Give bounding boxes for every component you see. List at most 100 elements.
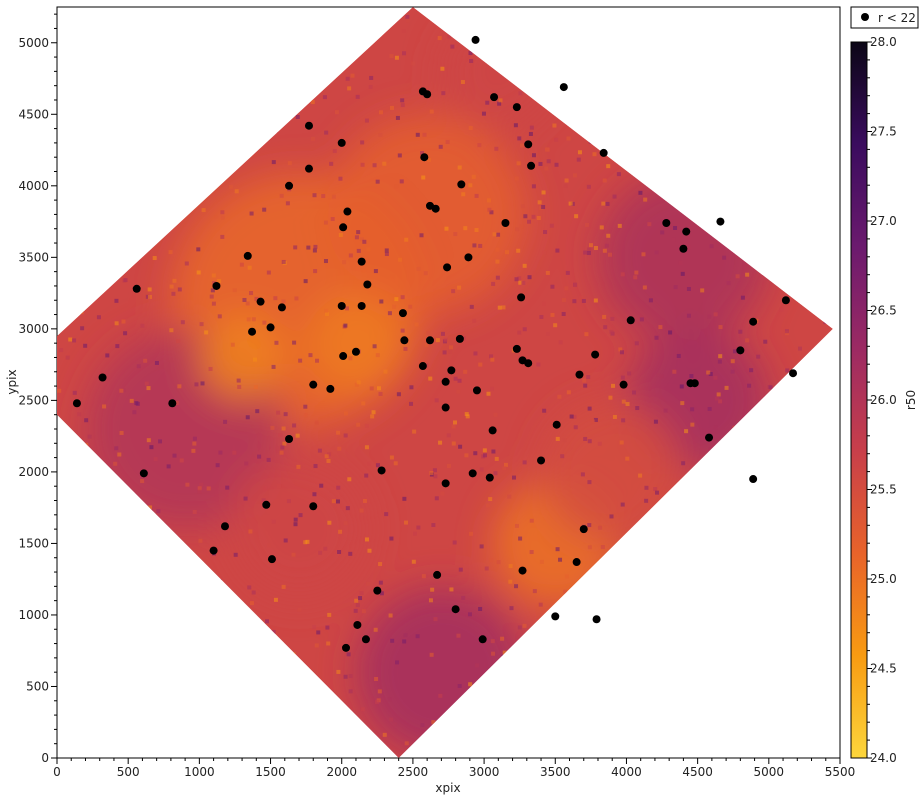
data-point (304, 164, 313, 173)
heatmap-pixel (146, 386, 151, 391)
heatmap-pixel (395, 660, 400, 665)
heatmap-pixel (362, 498, 367, 503)
data-point (361, 635, 370, 644)
heatmap-pixel (312, 625, 317, 630)
heatmap-pixel (498, 98, 503, 103)
heatmap-pixel (225, 485, 230, 490)
heatmap-patch (541, 400, 684, 544)
heatmap-pixel (343, 521, 348, 526)
heatmap-pixel (446, 463, 451, 468)
heatmap-pixel (415, 132, 420, 137)
colorbar-label: r50 (904, 390, 918, 410)
heatmap-pixel (217, 314, 222, 319)
heatmap-pixel (169, 284, 174, 289)
heatmap-pixel (344, 306, 349, 311)
heatmap-pixel (517, 276, 522, 281)
heatmap-pixel (192, 436, 197, 441)
heatmap-pixel (255, 409, 260, 414)
heatmap-pixel (408, 304, 413, 309)
heatmap-pixel (550, 312, 555, 317)
heatmap-pixel (598, 525, 603, 530)
heatmap-pixel (211, 301, 216, 306)
heatmap-pixel (593, 246, 598, 251)
heatmap-pixel (508, 564, 513, 569)
heatmap-pixel (359, 237, 364, 242)
heatmap-pixel (262, 320, 267, 325)
heatmap-pixel (298, 513, 303, 518)
heatmap-pixel (194, 382, 199, 387)
heatmap-pixel (266, 543, 271, 548)
data-point (304, 121, 313, 130)
heatmap-pixel (451, 289, 456, 294)
data-point (220, 522, 229, 531)
heatmap-pixel (427, 157, 432, 162)
data-point (559, 83, 568, 92)
heatmap-pixel (355, 94, 360, 99)
heatmap-pixel (564, 178, 569, 183)
heatmap-pixel (251, 317, 256, 322)
heatmap-pixel (201, 208, 206, 213)
heatmap-pixel (324, 130, 329, 135)
heatmap-pixel (497, 305, 502, 310)
data-point (243, 251, 252, 260)
heatmap-pixel (474, 193, 479, 198)
heatmap-pixel (119, 388, 124, 393)
heatmap-pixel (359, 591, 364, 596)
heatmap-pixel (370, 414, 375, 419)
colorbar-tick-label: 26.5 (870, 304, 897, 318)
heatmap-pixel (565, 270, 570, 275)
heatmap-pixel (717, 359, 722, 364)
heatmap-pixel (572, 173, 577, 178)
data-point (716, 217, 725, 226)
heatmap-pixel (768, 385, 773, 390)
heatmap-pixel (586, 184, 591, 189)
heatmap-pixel (431, 720, 436, 725)
heatmap-pixel (577, 150, 582, 155)
heatmap-pixel (96, 315, 101, 320)
heatmap-pixel (318, 550, 323, 555)
legend: r < 22 (850, 6, 919, 29)
heatmap-pixel (382, 732, 387, 737)
heatmap-pixel (65, 355, 70, 360)
data-point (309, 380, 318, 389)
data-point (512, 344, 521, 353)
heatmap-pixel (348, 689, 353, 694)
heatmap-pixel (756, 354, 761, 359)
heatmap-pixel (123, 278, 128, 283)
heatmap-pixel (745, 338, 750, 343)
heatmap-pixel (184, 261, 189, 266)
heatmap-pixel (546, 147, 551, 152)
heatmap-pixel (248, 529, 253, 534)
heatmap-pixel (374, 700, 379, 705)
heatmap-pixel (261, 498, 266, 503)
heatmap-pixel (517, 136, 522, 141)
heatmap-pixel (478, 243, 483, 248)
heatmap-pixel (342, 260, 347, 265)
data-point (98, 373, 107, 382)
heatmap-pixel (409, 401, 414, 406)
heatmap-pixel (620, 502, 625, 507)
heatmap-pixel (558, 340, 563, 345)
heatmap-pixel (87, 434, 92, 439)
heatmap-pixel (520, 143, 525, 148)
heatmap-pixel (544, 166, 549, 171)
heatmap-pixel (293, 245, 298, 250)
heatmap-pixel (411, 559, 416, 564)
heatmap-pixel (215, 463, 220, 468)
x-tick-label: 2500 (398, 765, 429, 779)
heatmap-pixel (389, 717, 394, 722)
heatmap-pixel (587, 480, 592, 485)
x-tick-label: 4000 (611, 765, 642, 779)
heatmap-pixel (647, 222, 652, 227)
heatmap-pixel (243, 496, 248, 501)
heatmap-pixel (223, 419, 228, 424)
heatmap-pixel (286, 499, 291, 504)
heatmap-pixel (185, 482, 190, 487)
heatmap-pixel (549, 223, 554, 228)
heatmap-pixel (527, 219, 532, 224)
heatmap-pixel (395, 115, 400, 120)
heatmap-pixel (655, 490, 660, 495)
heatmap-pixel (603, 325, 608, 330)
heatmap-pixel (730, 369, 735, 374)
heatmap-pixel (305, 539, 310, 544)
